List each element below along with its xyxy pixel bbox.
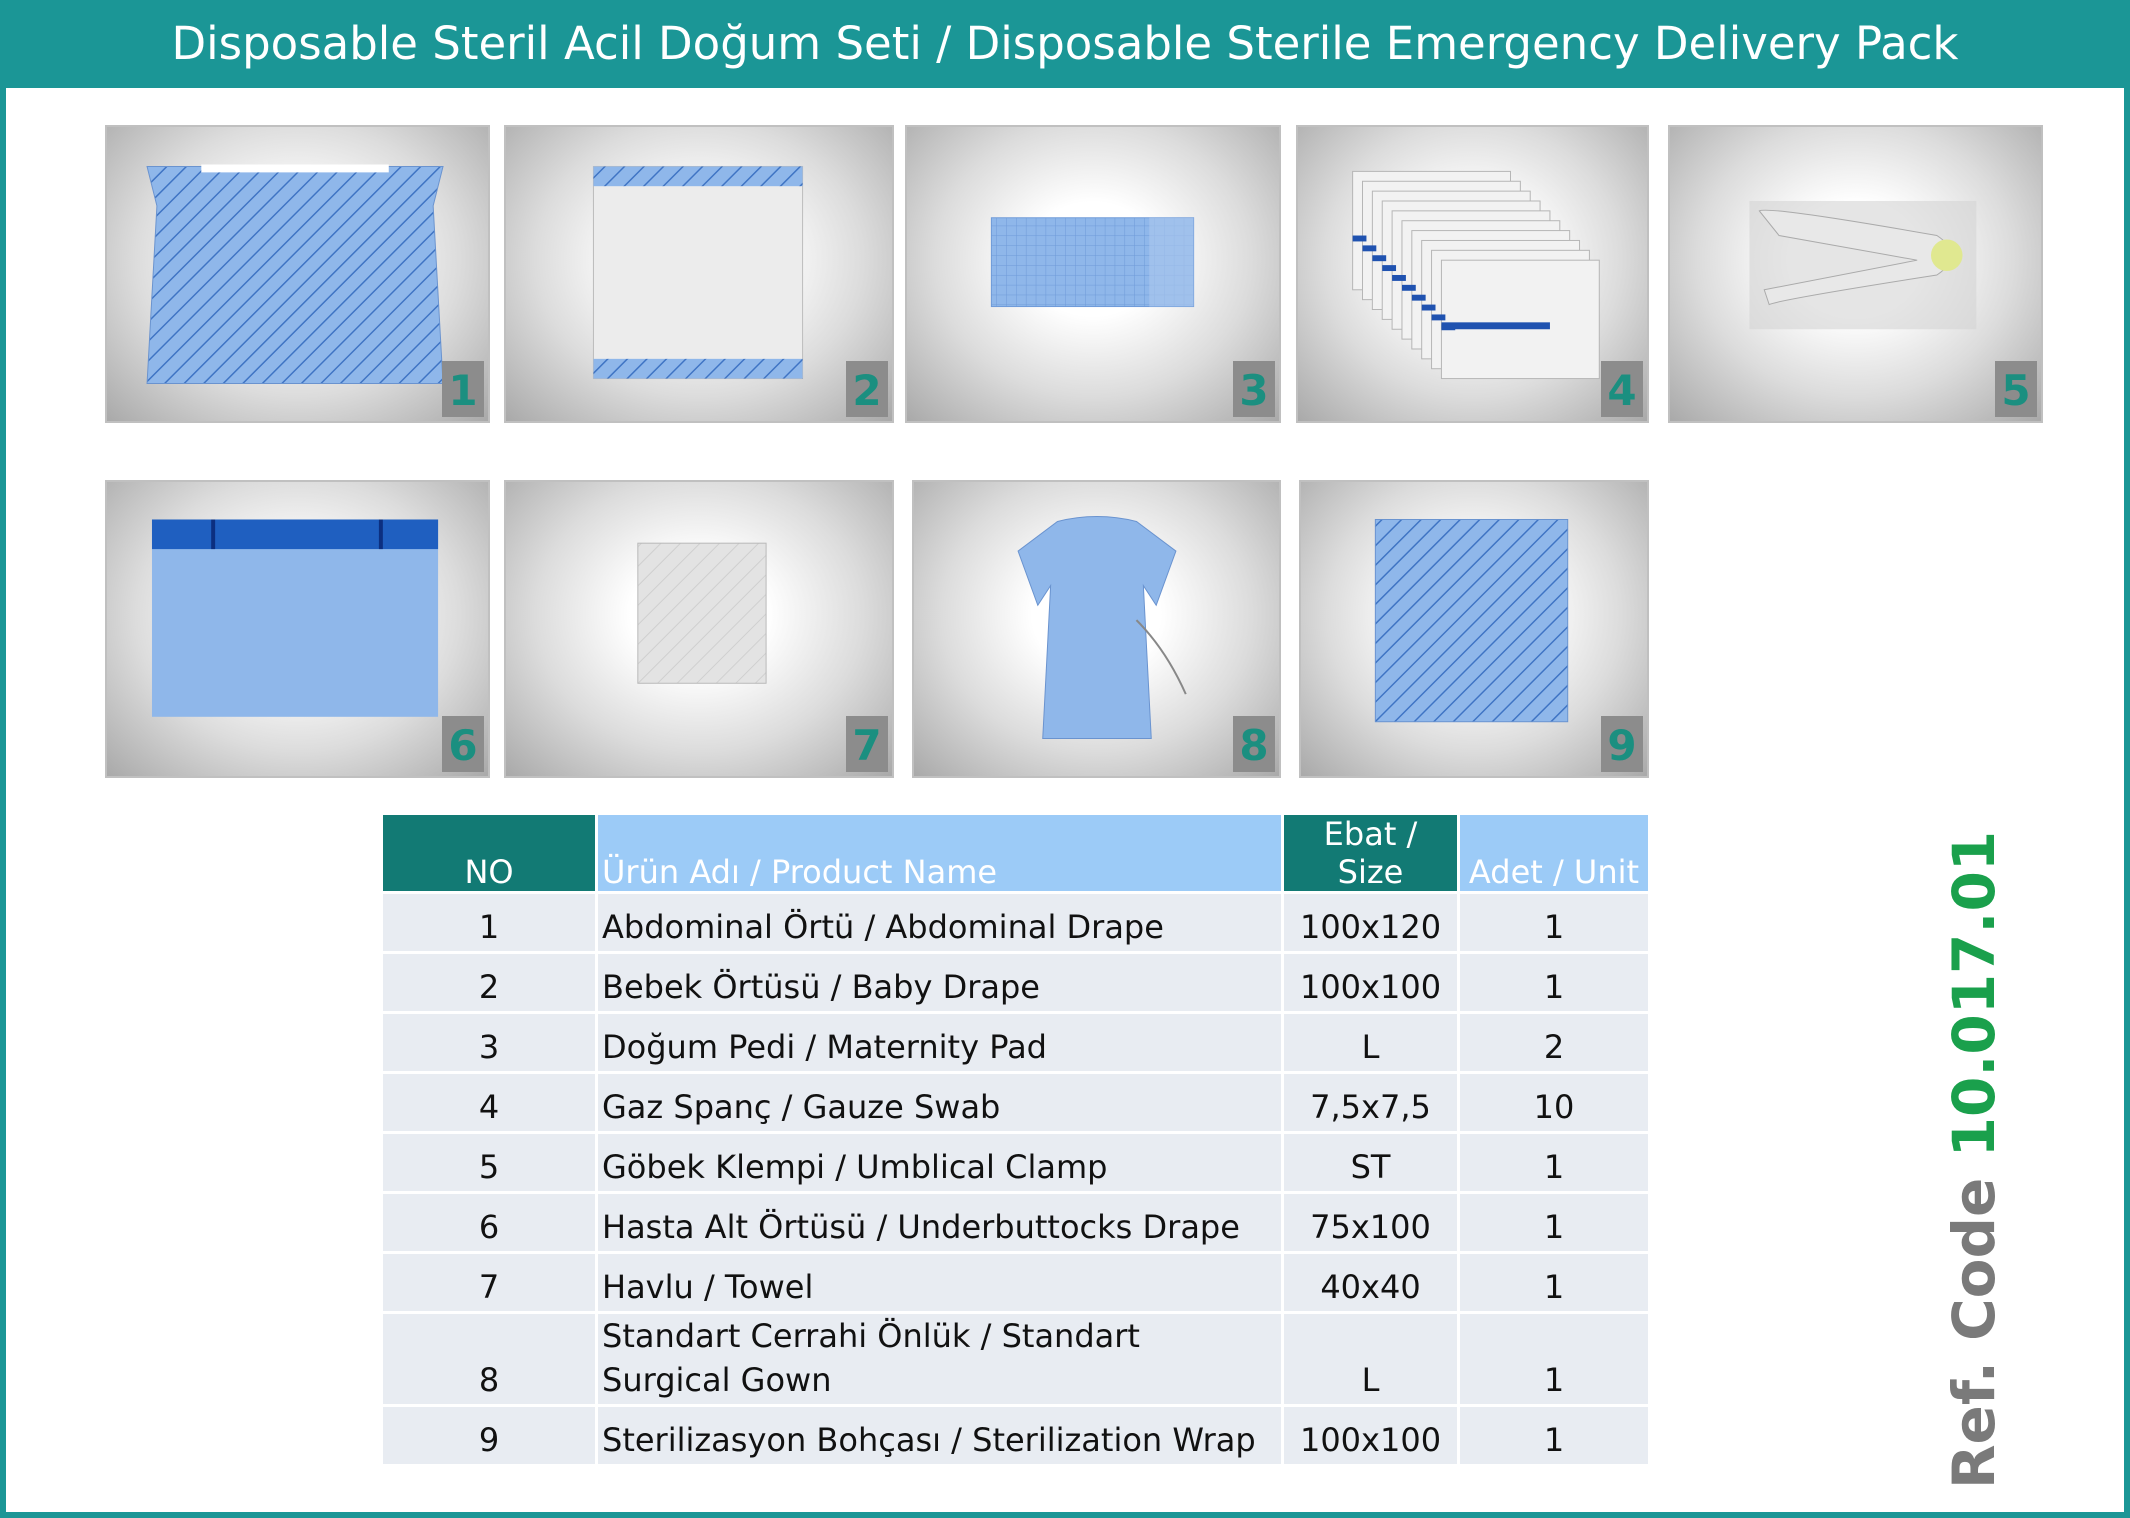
table-body: 1 Abdominal Örtü / Abdominal Drape 100x120… bbox=[383, 894, 1648, 1464]
product-image: 7 bbox=[504, 480, 894, 778]
product-illustration bbox=[990, 217, 1195, 308]
table-cell: 1 bbox=[383, 894, 595, 951]
table-row: 9 Sterilizasyon Bohçası / Sterilization W… bbox=[383, 1407, 1648, 1464]
table-row: 7 Havlu / Towel 40x40 1 bbox=[383, 1254, 1648, 1311]
image-number: 1 bbox=[442, 361, 484, 417]
table-cell: 4 bbox=[383, 1074, 595, 1131]
table-row: 2 Bebek Örtüsü / Baby Drape 100x100 1 bbox=[383, 954, 1648, 1011]
table-cell: Sterilizasyon Bohçası / Sterilization Wr… bbox=[598, 1407, 1281, 1464]
image-number: 8 bbox=[1233, 716, 1275, 772]
table-cell: Doğum Pedi / Maternity Pad bbox=[598, 1014, 1281, 1071]
image-number: 9 bbox=[1601, 716, 1643, 772]
product-illustration bbox=[146, 164, 444, 385]
product-table: NO Ürün Adı / Product Name Ebat / Size A… bbox=[380, 812, 1651, 1467]
table-header: NO Ürün Adı / Product Name Ebat / Size A… bbox=[383, 815, 1648, 891]
column-header: Adet / Unit bbox=[1460, 815, 1648, 891]
table-cell: 2 bbox=[1460, 1014, 1648, 1071]
page-title: Disposable Steril Acil Doğum Seti / Disp… bbox=[0, 0, 2130, 88]
table-cell: 1 bbox=[1460, 954, 1648, 1011]
table-row: 6 Hasta Alt Örtüsü / Underbuttocks Drape 7… bbox=[383, 1194, 1648, 1251]
table-cell: 100x100 bbox=[1284, 1407, 1457, 1464]
product-image: 3 bbox=[905, 125, 1281, 423]
table-cell: 1 bbox=[1460, 1254, 1648, 1311]
image-number: 4 bbox=[1601, 361, 1643, 417]
table-cell: Hasta Alt Örtüsü / Underbuttocks Drape bbox=[598, 1194, 1281, 1251]
image-number: 2 bbox=[846, 361, 888, 417]
reference-code: Ref. Code 10.017.01 bbox=[1940, 831, 2008, 1489]
image-number: 3 bbox=[1233, 361, 1275, 417]
table-cell: 1 bbox=[1460, 1134, 1648, 1191]
image-number: 6 bbox=[442, 716, 484, 772]
column-header: NO bbox=[383, 815, 595, 891]
table-cell: 1 bbox=[1460, 1314, 1648, 1404]
table-cell: 9 bbox=[383, 1407, 595, 1464]
table-cell: Abdominal Örtü / Abdominal Drape bbox=[598, 894, 1281, 951]
table-cell: 100x100 bbox=[1284, 954, 1457, 1011]
table-cell: 40x40 bbox=[1284, 1254, 1457, 1311]
table-cell: L bbox=[1284, 1014, 1457, 1071]
product-illustration bbox=[1374, 518, 1569, 723]
table-cell: Gaz Spanç / Gauze Swab bbox=[598, 1074, 1281, 1131]
table-cell: L bbox=[1284, 1314, 1457, 1404]
image-number: 7 bbox=[846, 716, 888, 772]
table-cell: Bebek Örtüsü / Baby Drape bbox=[598, 954, 1281, 1011]
product-illustration bbox=[592, 165, 804, 380]
table-cell: 1 bbox=[1460, 1194, 1648, 1251]
product-image: 5 bbox=[1668, 125, 2043, 423]
column-header: Ebat / Size bbox=[1284, 815, 1457, 891]
column-header: Ürün Adı / Product Name bbox=[598, 815, 1281, 891]
product-illustration bbox=[1749, 200, 1977, 330]
table-cell: Havlu / Towel bbox=[598, 1254, 1281, 1311]
product-illustration bbox=[637, 542, 767, 684]
table-cell: Standart Cerrahi Önlük / Standart Surgic… bbox=[598, 1314, 1281, 1404]
product-image: 4 bbox=[1296, 125, 1649, 423]
table-cell: 3 bbox=[383, 1014, 595, 1071]
table-row: 8 Standart Cerrahi Önlük / Standart Surgi… bbox=[383, 1314, 1648, 1404]
ref-label: Ref. Code bbox=[1940, 1177, 2008, 1490]
table-row: 3 Doğum Pedi / Maternity Pad L 2 bbox=[383, 1014, 1648, 1071]
product-image: 8 bbox=[912, 480, 1281, 778]
product-image: 6 bbox=[105, 480, 490, 778]
table-cell: Göbek Klempi / Umblical Clamp bbox=[598, 1134, 1281, 1191]
table-row: 5 Göbek Klempi / Umblical Clamp ST 1 bbox=[383, 1134, 1648, 1191]
table-cell: 100x120 bbox=[1284, 894, 1457, 951]
table-row: 4 Gaz Spanç / Gauze Swab 7,5x7,5 10 bbox=[383, 1074, 1648, 1131]
table-cell: 10 bbox=[1460, 1074, 1648, 1131]
table-cell: 1 bbox=[1460, 894, 1648, 951]
product-image: 1 bbox=[105, 125, 490, 423]
product-image: 2 bbox=[504, 125, 894, 423]
table-cell: 75x100 bbox=[1284, 1194, 1457, 1251]
table-cell: 1 bbox=[1460, 1407, 1648, 1464]
product-image: 9 bbox=[1299, 480, 1649, 778]
table-cell: 5 bbox=[383, 1134, 595, 1191]
table-cell: 7 bbox=[383, 1254, 595, 1311]
product-illustration bbox=[1017, 516, 1187, 740]
table-cell: 6 bbox=[383, 1194, 595, 1251]
image-number: 5 bbox=[1995, 361, 2037, 417]
product-illustration bbox=[151, 519, 439, 717]
table-row: 1 Abdominal Örtü / Abdominal Drape 100x120… bbox=[383, 894, 1648, 951]
product-illustration bbox=[1352, 170, 1600, 380]
table-cell: ST bbox=[1284, 1134, 1457, 1191]
table-cell: 7,5x7,5 bbox=[1284, 1074, 1457, 1131]
table-cell: 2 bbox=[383, 954, 595, 1011]
ref-code: 10.017.01 bbox=[1940, 830, 2008, 1158]
table-cell: 8 bbox=[383, 1314, 595, 1404]
